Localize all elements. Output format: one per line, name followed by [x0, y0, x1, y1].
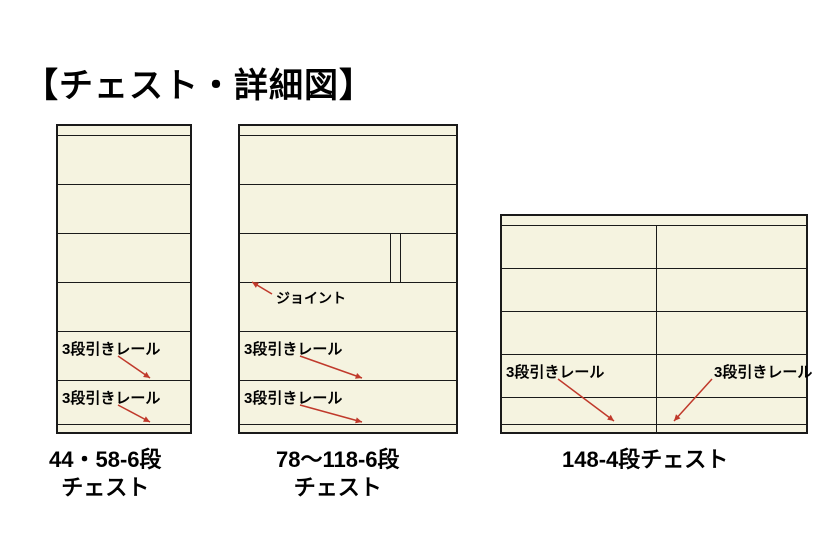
pointer-arrow: [58, 126, 194, 436]
chest-1: 3段引きレール3段引きレール: [56, 124, 192, 434]
chest-2: ジョイント3段引きレール3段引きレール: [238, 124, 458, 434]
chest-2-caption: 78〜118-6段チェスト: [276, 446, 400, 501]
chest-3-caption: 148-4段チェスト: [562, 446, 728, 474]
chest-3: 3段引きレール3段引きレール: [500, 214, 808, 434]
page-title: 【チェスト・詳細図】: [24, 58, 374, 107]
pointer-arrow: [240, 126, 460, 436]
pointer-arrow: [502, 216, 810, 436]
chest-1-caption: 44・58-6段チェスト: [49, 446, 162, 501]
